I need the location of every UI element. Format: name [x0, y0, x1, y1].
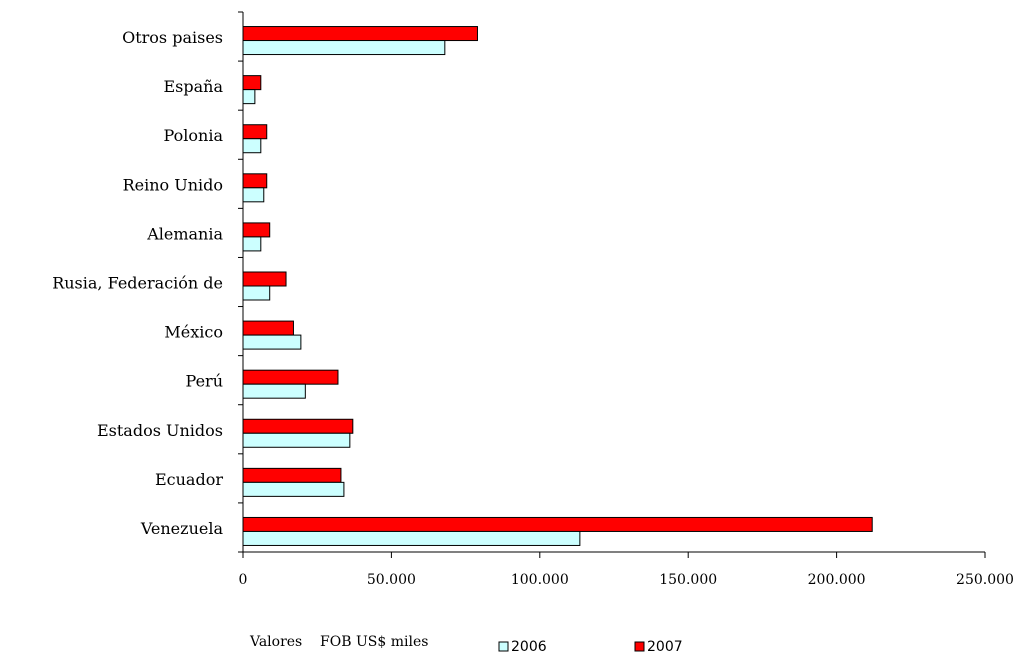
bar: [242, 383, 306, 399]
y-tick-label: Rusia, Federación de: [52, 274, 223, 293]
x-tick-label: 200.000: [808, 572, 866, 588]
x-tick-label: 150.000: [659, 572, 717, 588]
bar: [242, 320, 294, 336]
y-tick-label: Perú: [186, 372, 223, 391]
bar: [242, 334, 302, 350]
legend-swatch: [498, 641, 509, 652]
legend-swatch: [634, 641, 645, 652]
bar: [242, 222, 271, 238]
y-tick-label: Alemania: [146, 224, 223, 243]
bar: [242, 418, 354, 434]
bar: [242, 432, 351, 448]
bar: [242, 369, 339, 385]
legend-label: 2007: [647, 639, 683, 653]
bar: [242, 187, 265, 203]
bar: [242, 516, 873, 532]
y-tick-label: España: [163, 77, 223, 96]
bar: [242, 530, 581, 546]
bar: [242, 236, 262, 252]
y-tick-label: Otros paises: [122, 28, 223, 47]
bar: [242, 173, 268, 189]
bar: [242, 285, 271, 301]
bar: [242, 124, 268, 140]
bar: [242, 271, 287, 287]
bar: [242, 481, 345, 497]
bar: [242, 26, 478, 42]
y-tick-label: Ecuador: [155, 470, 223, 489]
bar: [242, 75, 262, 91]
x-tick-label: 250.000: [956, 572, 1014, 588]
x-tick-label: 100.000: [511, 572, 569, 588]
legend-label: 2006: [511, 639, 547, 653]
bar: [242, 138, 262, 154]
x-tick-label: 0: [239, 572, 248, 588]
x-axis-label: Valores FOB US$ miles: [249, 634, 428, 650]
y-tick-label: Venezuela: [140, 519, 224, 538]
y-tick-label: Reino Unido: [123, 175, 223, 194]
bar: [242, 40, 446, 56]
y-tick-label: México: [164, 323, 223, 342]
x-tick-label: 50.000: [367, 572, 416, 588]
y-tick-label: Polonia: [164, 126, 224, 145]
bar: [242, 89, 256, 105]
y-tick-label: Estados Unidos: [97, 421, 223, 440]
bar: [242, 467, 342, 483]
